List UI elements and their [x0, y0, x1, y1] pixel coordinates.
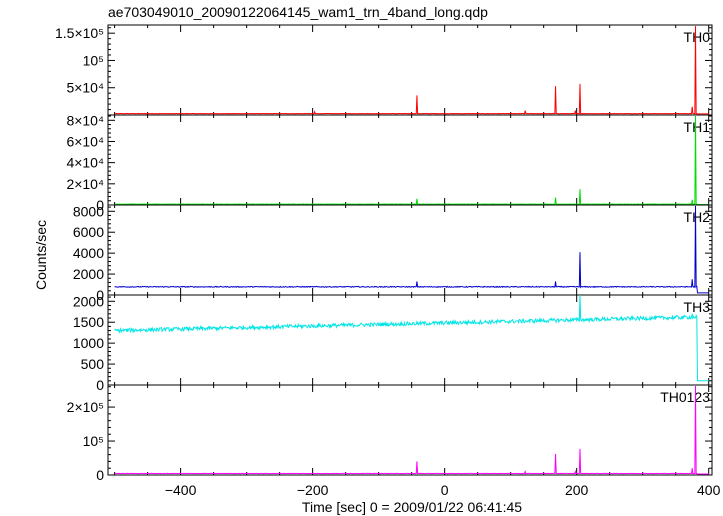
series-th0123 [114, 386, 709, 475]
y-tick-label: 2×10⁵ [67, 399, 104, 415]
y-tick-label: 5×10⁴ [66, 80, 104, 96]
panel-th2: 0 2000 4000 6000 8000 TH2 [73, 203, 713, 303]
y-tick-label: 1000 [73, 335, 104, 351]
y-tick-label: 4000 [73, 245, 104, 261]
chart-title: ae703049010_20090122064145_wam1_trn_4ban… [108, 4, 488, 20]
y-tick-label: 1500 [73, 314, 104, 330]
panel-th3: 0 500 1000 1500 2000 TH3 [73, 293, 713, 393]
y-tick-label: 0 [96, 287, 104, 303]
x-tick-label: −200 [297, 482, 329, 498]
panel-th0: 5×10⁴ 10⁵ 1.5×10⁵ TH0 [55, 24, 713, 116]
panel-th1: 0 2×10⁴ 4×10⁴ 6×10⁴ 8×10⁴ TH1 [66, 112, 713, 213]
panel-label: TH0123 [660, 389, 710, 405]
y-tick-label: 6000 [73, 224, 104, 240]
x-axis-ticks: −400 −200 0 200 400 [165, 482, 721, 498]
panel-label: TH1 [684, 119, 711, 135]
y-tick-label: 10⁵ [83, 52, 104, 68]
series-th3 [114, 294, 709, 382]
panel-frame [107, 114, 713, 206]
y-tick-label: 4×10⁴ [66, 155, 104, 171]
panel-label: TH2 [684, 209, 711, 225]
panel-th0123: 0 10⁵ 2×10⁵ TH0123 [67, 384, 713, 483]
y-tick-label: 2×10⁴ [66, 176, 104, 192]
x-tick-label: 200 [565, 482, 589, 498]
x-axis-label: Time [sec] 0 = 2009/01/22 06:41:45 [302, 499, 522, 515]
y-tick-label: 6×10⁴ [66, 133, 104, 149]
y-axis-label: Counts/sec [33, 220, 49, 290]
y-tick-label: 1.5×10⁵ [55, 25, 104, 41]
y-tick-label: 0 [96, 377, 104, 393]
panel-label: TH0 [684, 29, 711, 45]
y-tick-label: 8000 [73, 203, 104, 219]
panel-label: TH3 [684, 299, 711, 315]
series-th1 [114, 116, 709, 205]
y-tick-label: 2000 [73, 266, 104, 282]
panel-frame [107, 384, 713, 476]
panel-frame [107, 294, 713, 386]
y-tick-label: 0 [96, 197, 104, 213]
x-tick-label: −400 [165, 482, 197, 498]
y-tick-label: 10⁵ [83, 433, 104, 449]
panel-frame [107, 204, 713, 296]
y-tick-label: 8×10⁴ [66, 112, 104, 128]
y-tick-label: 2000 [73, 293, 104, 309]
y-tick-label: 0 [96, 467, 104, 483]
x-tick-label: 400 [697, 482, 721, 498]
x-tick-label: 0 [441, 482, 449, 498]
series-th2 [114, 206, 709, 294]
y-tick-label: 500 [81, 356, 105, 372]
panel-frame [107, 24, 713, 116]
series-th0 [114, 26, 709, 115]
panels-group: 5×10⁴ 10⁵ 1.5×10⁵ TH0 0 2×10⁴ 4×10⁴ 6×10⁴ 8×10⁴ T… [55, 24, 713, 483]
